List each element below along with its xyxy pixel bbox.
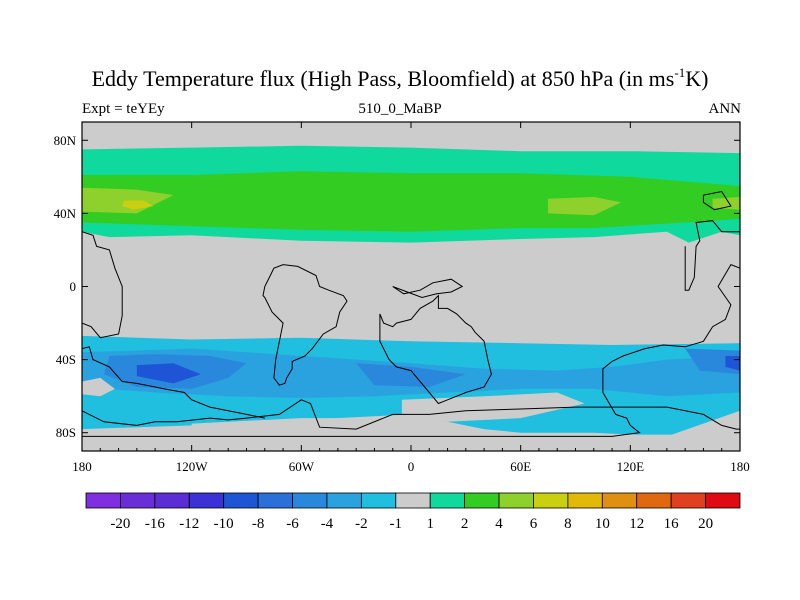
y-tick-label-0: 80N — [54, 133, 77, 148]
colorbar-box-7 — [326, 492, 362, 509]
season-label: ANN — [708, 101, 742, 117]
colorbar-label-0: -20 — [110, 516, 130, 532]
colorbar-box-2 — [154, 492, 190, 509]
colorbar-box-13 — [533, 492, 569, 509]
y-tick-label-3: 40S — [56, 352, 76, 367]
colorbar-box-9 — [395, 492, 431, 509]
colorbar-label-10: 2 — [461, 516, 469, 532]
field-region-3 — [548, 196, 622, 216]
coastline-equatorial-island — [392, 278, 464, 299]
field-regions — [82, 145, 740, 451]
colorbar-label-4: -8 — [252, 516, 265, 532]
coastline-antarctica — [82, 399, 740, 430]
colorbar-box-5 — [257, 492, 293, 509]
colorbar-box-14 — [567, 492, 603, 509]
colorbar-box-18 — [705, 492, 741, 509]
colorbar-label-3: -10 — [214, 516, 234, 532]
colorbar-box-17 — [670, 492, 706, 509]
colorbar-label-16: 16 — [664, 516, 680, 532]
x-tick-label-0: 180 — [72, 459, 92, 474]
y-tick-label-1: 40N — [54, 206, 77, 221]
chart-title-main: Eddy Temperature flux (High Pass, Bloomf… — [91, 66, 675, 91]
x-tick-label-3: 0 — [408, 459, 415, 474]
colorbar-box-15 — [601, 492, 638, 509]
coastline-pacific-rim-west — [82, 231, 123, 339]
field-region-4 — [712, 196, 740, 210]
colorbar-label-5: -6 — [286, 516, 299, 532]
colorbar-label-2: -12 — [179, 516, 199, 532]
colorbar-label-12: 6 — [530, 516, 538, 532]
coastlines — [82, 190, 740, 437]
colorbar-box-10 — [429, 492, 466, 509]
y-tick-label-2: 0 — [70, 279, 77, 294]
colorbar-label-14: 10 — [595, 516, 610, 532]
colorbar-label-7: -2 — [355, 516, 368, 532]
x-tick-label-4: 60E — [510, 459, 531, 474]
field-region-16 — [82, 434, 740, 451]
coastline-south-america — [262, 264, 348, 386]
colorbar-box-1 — [120, 492, 156, 509]
coastline-southern-rim — [82, 346, 265, 419]
x-tick-label-6: 180 — [730, 459, 750, 474]
x-tick-label-2: 60W — [289, 459, 315, 474]
colorbar-box-11 — [464, 492, 500, 509]
simulation-label: 510_0_MaBP — [358, 101, 442, 117]
colorbar: -20 -16 -12 -10 -8 -6 -4 -2 -1 1 2 4 6 8 10 12 16 20 — [85, 492, 741, 532]
field-region-13 — [82, 377, 115, 397]
x-tick-label-5: 120E — [617, 459, 645, 474]
chart-title-suffix: K) — [685, 66, 709, 91]
y-tick-label-4: 80S — [56, 425, 76, 440]
colorbar-label-17: 20 — [698, 516, 713, 532]
field-region-5 — [122, 200, 154, 210]
colorbar-box-6 — [292, 492, 328, 509]
colorbar-label-11: 4 — [495, 516, 503, 532]
chart-title: Eddy Temperature flux (High Pass, Bloomf… — [0, 66, 800, 92]
colorbar-box-12 — [498, 492, 534, 509]
experiment-label: Expt = teYEy — [82, 101, 165, 117]
coastline-japan-arc — [702, 190, 732, 211]
colorbar-box-8 — [360, 492, 397, 509]
colorbar-label-1: -16 — [145, 516, 165, 532]
field-region-10 — [685, 348, 740, 375]
coastline-eurasia-east-rim — [684, 220, 740, 291]
axes: 180 120W 60W 0 60E 120E 180 80N 40N 0 40S 80S — [54, 122, 750, 474]
field-region-9 — [356, 363, 466, 387]
colorbar-label-6: -4 — [321, 516, 334, 532]
colorbar-box-3 — [188, 492, 225, 509]
x-tick-label-1: 120W — [176, 459, 209, 474]
colorbar-box-16 — [636, 492, 672, 509]
colorbar-box-0 — [85, 492, 121, 509]
colorbar-label-13: 8 — [564, 516, 572, 532]
colorbar-label-8: -1 — [390, 516, 403, 532]
chart-title-superscript: -1 — [674, 65, 686, 80]
field-region-1 — [82, 171, 740, 232]
colorbar-label-15: 12 — [629, 516, 644, 532]
field-region-11 — [136, 363, 201, 384]
colorbar-label-9: 1 — [426, 516, 434, 532]
coastline-australia-sw — [82, 263, 740, 437]
field-region-14 — [191, 418, 411, 435]
coastline-africa — [379, 294, 492, 405]
colorbar-box-4 — [223, 492, 259, 509]
